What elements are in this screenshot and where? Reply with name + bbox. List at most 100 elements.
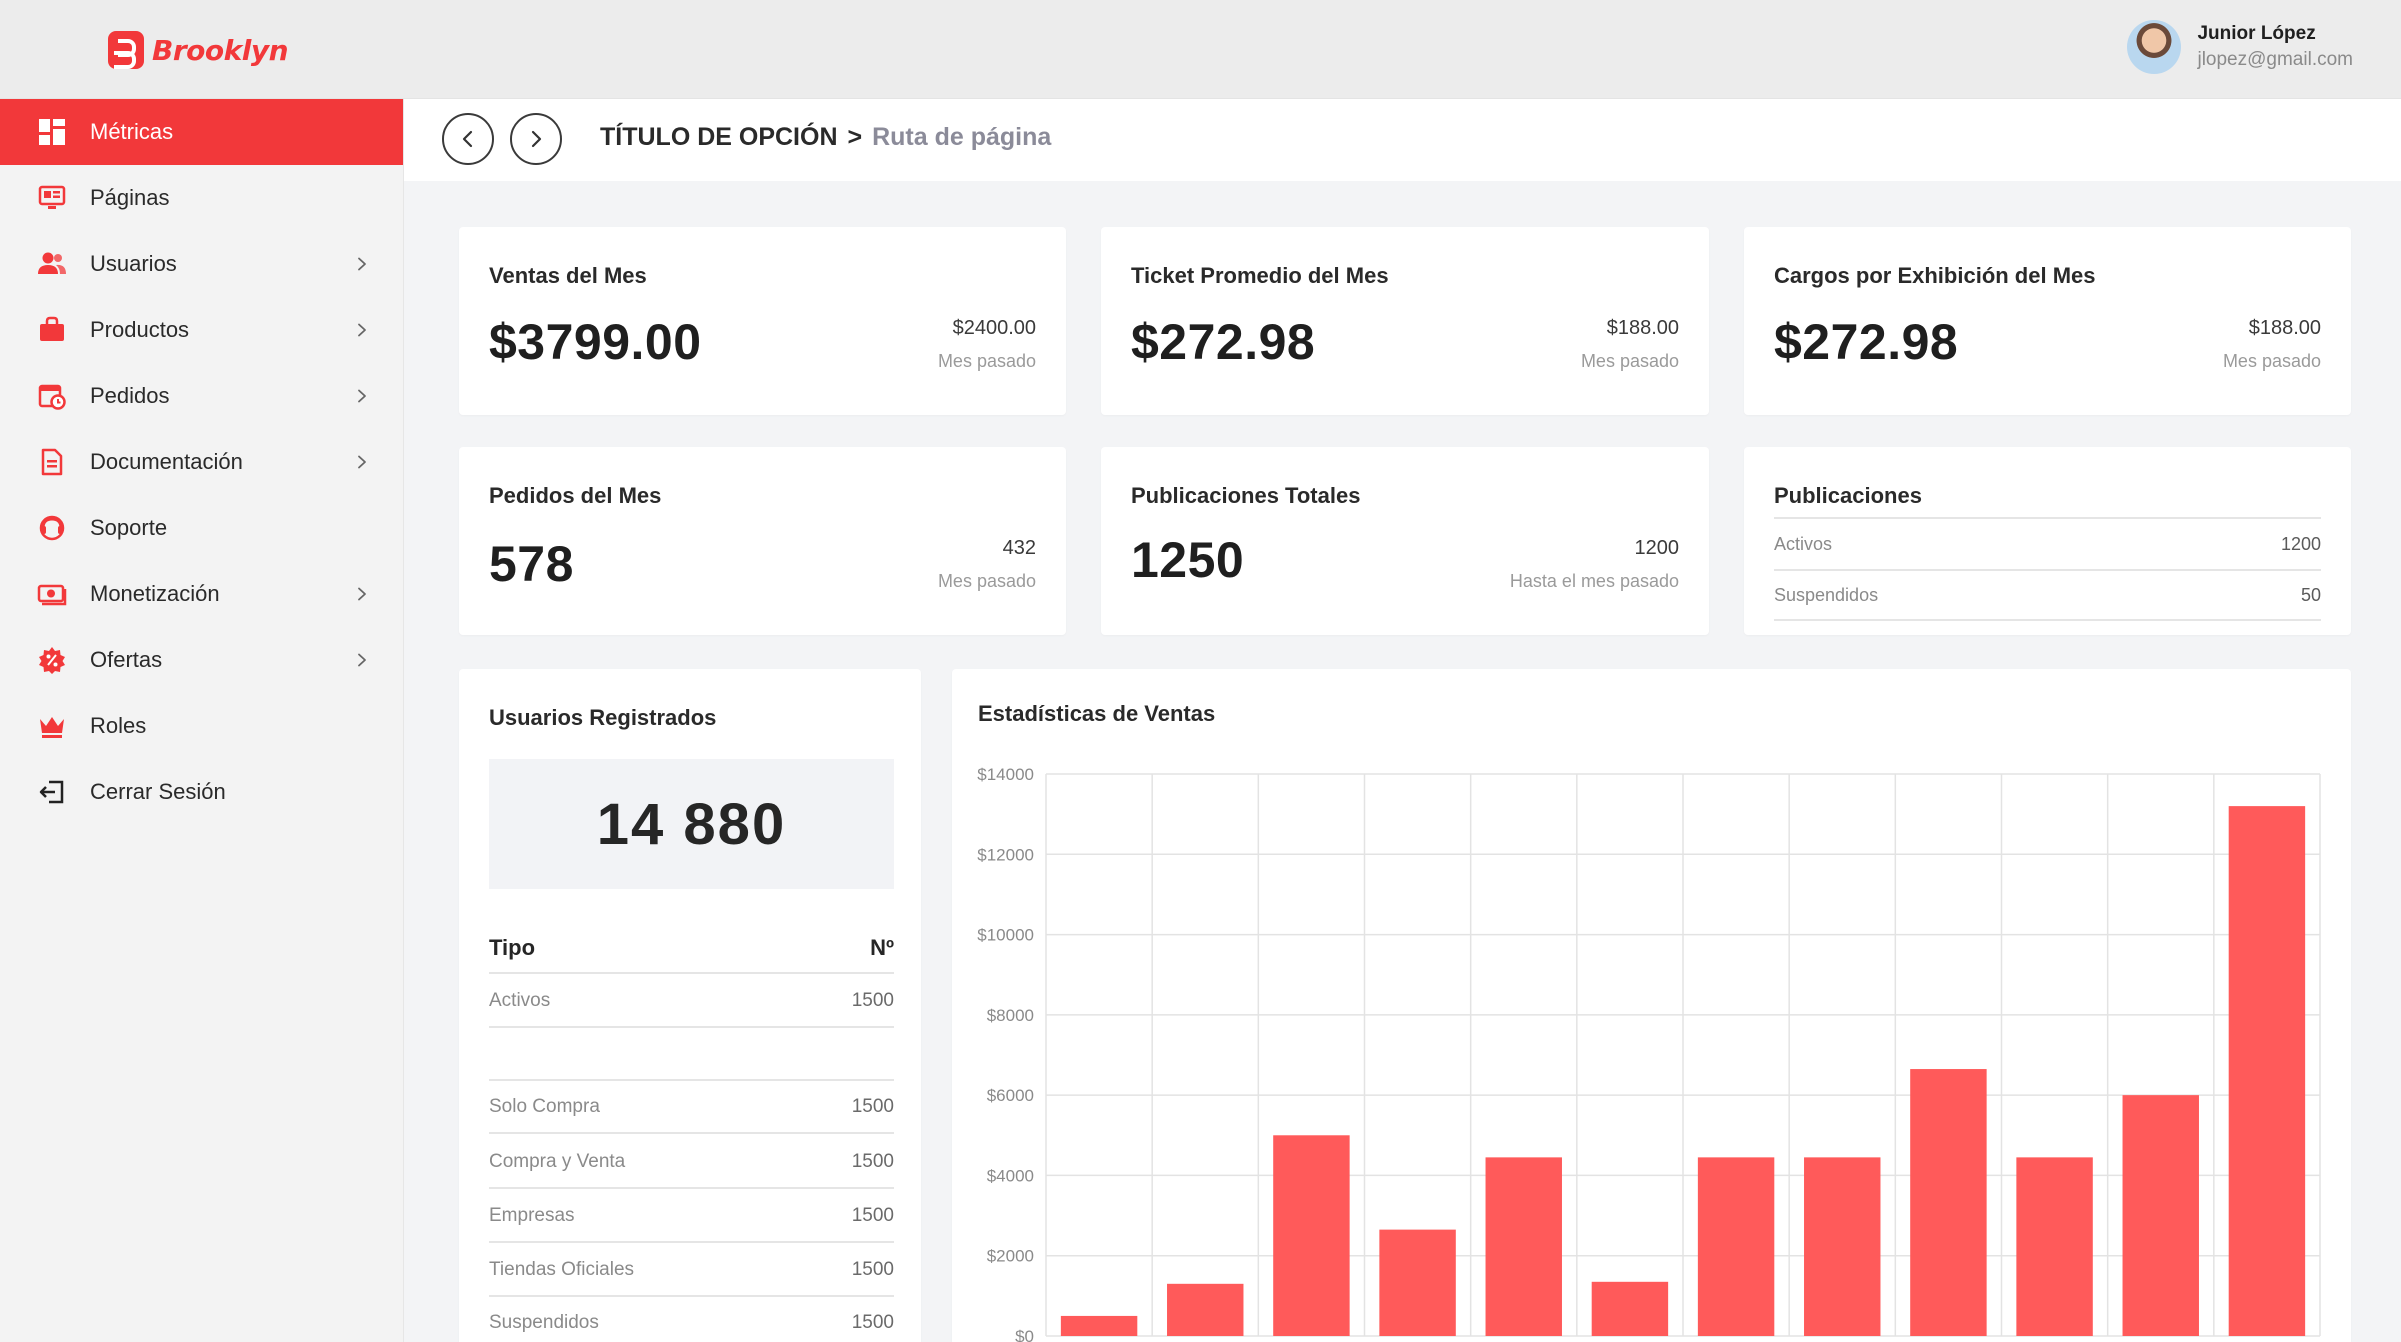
chevron-right-icon[interactable] — [349, 251, 375, 277]
card-previous-label: Mes pasado — [937, 571, 1036, 591]
back-button[interactable] — [442, 113, 494, 165]
bag-icon — [36, 314, 68, 346]
sidebar-item[interactable]: Pedidos — [0, 363, 403, 429]
money-icon — [36, 578, 68, 610]
chart-bar[interactable] — [1167, 1283, 1244, 1336]
y-tick-label: $6000 — [987, 1086, 1034, 1105]
table-cell-tipo: Solo Compra — [489, 1096, 600, 1117]
chart-title: Estadísticas de Ventas — [978, 701, 1216, 726]
table-cell-tipo: Compra y Venta — [489, 1151, 626, 1172]
sidebar: Métricas Páginas Usuarios Productos Pedidos D… — [0, 99, 404, 1342]
chevron-right-icon[interactable] — [349, 647, 375, 673]
card-previous-value: 432 — [1002, 537, 1036, 559]
card-title: Ventas del Mes — [489, 263, 647, 288]
brand-logo[interactable]: Brooklyn — [108, 30, 289, 70]
chart-bar[interactable] — [1591, 1281, 1669, 1336]
table-row: Solo Compra 1500 — [489, 1082, 894, 1134]
list-item-value: 50 — [2300, 584, 2321, 605]
table-row — [489, 1029, 894, 1081]
brand-name: Brooklyn — [152, 33, 289, 67]
breadcrumb-title[interactable]: TÍTULO DE OPCIÓN — [600, 123, 838, 151]
table-cell-number: 1500 — [851, 1312, 894, 1333]
chevron-right-icon[interactable] — [349, 383, 375, 409]
sidebar-item-label: Páginas — [90, 185, 170, 210]
sidebar-item-label: Cerrar Sesión — [90, 779, 226, 804]
sidebar-item-label: Usuarios — [90, 251, 177, 276]
sidebar-item[interactable]: Productos — [0, 297, 403, 363]
table-row: Suspendidos 1500 — [489, 1298, 894, 1342]
chart-bar[interactable] — [1910, 1069, 1987, 1336]
chart-bar[interactable] — [1060, 1315, 1138, 1336]
avatar[interactable] — [2127, 20, 2182, 74]
sidebar-item[interactable]: Documentación — [0, 429, 403, 495]
breadcrumb: TÍTULO DE OPCIÓN > Ruta de página — [600, 123, 1051, 152]
sidebar-item[interactable]: Ofertas — [0, 627, 403, 693]
card-cargos: Cargos por Exhibición del Mes $272.98 $1… — [1744, 227, 2351, 415]
y-tick-label: $4000 — [987, 1166, 1034, 1185]
chart-bar[interactable] — [2122, 1095, 2199, 1336]
card-previous-label: Mes pasado — [2222, 351, 2321, 371]
card-title: Ticket Promedio del Mes — [1131, 263, 1389, 288]
sidebar-item[interactable]: Monetización — [0, 561, 403, 627]
table-cell-tipo: Activos — [489, 990, 551, 1011]
discount-icon — [36, 644, 68, 676]
card-pedidos: Pedidos del Mes 578 432 Mes pasado — [459, 447, 1066, 635]
chart-bar[interactable] — [2228, 806, 2306, 1336]
chart-bar[interactable] — [2016, 1157, 2093, 1336]
user-email: jlopez@gmail.com — [2197, 49, 2353, 70]
sidebar-item[interactable]: Cerrar Sesión — [0, 759, 403, 825]
card-value: 578 — [489, 536, 574, 592]
sidebar-item[interactable]: Soporte — [0, 495, 403, 561]
chevron-right-icon[interactable] — [349, 449, 375, 475]
chart-bar[interactable] — [1697, 1157, 1775, 1336]
list-item-value: 1200 — [2280, 533, 2321, 554]
breadcrumb-path[interactable]: Ruta de página — [872, 123, 1052, 151]
column-header-number: Nº — [870, 935, 894, 960]
sidebar-item[interactable]: Páginas — [0, 165, 403, 231]
sidebar-item-label: Monetización — [90, 581, 220, 606]
table-row: Compra y Venta 1500 — [489, 1137, 894, 1189]
y-tick-label: $0 — [1015, 1327, 1034, 1342]
chart-bar[interactable] — [1379, 1229, 1456, 1336]
sidebar-item[interactable]: Métricas — [0, 99, 403, 165]
document-icon — [36, 446, 68, 478]
sidebar-item-label: Ofertas — [90, 647, 163, 672]
brand-logo-icon — [108, 31, 144, 69]
sidebar-item-label: Soporte — [90, 515, 168, 540]
card-publicaciones-totales: Publicaciones Totales 1250 1200 Hasta el… — [1101, 447, 1709, 635]
table-cell-number: 1500 — [851, 1205, 894, 1226]
y-tick-label: $12000 — [977, 845, 1034, 864]
top-bar: Brooklyn Junior López jlopez@gmail.com — [0, 0, 2401, 99]
table-cell-number: 1500 — [851, 990, 894, 1011]
forward-button[interactable] — [510, 113, 562, 165]
y-tick-label: $2000 — [987, 1247, 1034, 1266]
card-value: $3799.00 — [489, 314, 702, 370]
chart-bar[interactable] — [1804, 1157, 1881, 1336]
card-previous-label: Hasta el mes pasado — [1509, 571, 1679, 591]
card-ventas: Ventas del Mes $3799.00 $2400.00 Mes pas… — [459, 227, 1066, 415]
breadcrumb-separator: > — [847, 123, 863, 151]
chart-bar[interactable] — [1485, 1157, 1562, 1336]
table-row: Tiendas Oficiales 1500 — [489, 1245, 894, 1297]
table-header: Tipo Nº — [489, 924, 894, 974]
chevron-right-icon[interactable] — [349, 581, 375, 607]
user-profile[interactable]: Junior López jlopez@gmail.com — [2127, 20, 2353, 74]
card-title: Publicaciones Totales — [1131, 483, 1361, 508]
table-row: Activos 1500 — [489, 976, 894, 1028]
table-cell-number: 1500 — [851, 1259, 894, 1280]
card-value: $272.98 — [1774, 314, 1959, 370]
card-previous-label: Mes pasado — [1580, 351, 1679, 371]
sidebar-item-label: Productos — [90, 317, 190, 342]
sidebar-item[interactable]: Roles — [0, 693, 403, 759]
chart-bar[interactable] — [1273, 1135, 1350, 1336]
users-icon — [36, 248, 68, 280]
sidebar-item[interactable]: Usuarios — [0, 231, 403, 297]
chevron-right-icon[interactable] — [349, 317, 375, 343]
sidebar-item-label: Pedidos — [90, 383, 170, 408]
card-usuarios: Usuarios Registrados 14 880 Tipo Nº Acti… — [459, 669, 921, 1342]
user-name: Junior López — [2197, 23, 2316, 44]
chevron-right-icon — [531, 130, 542, 148]
list-item: Activos 1200 — [1774, 517, 2321, 569]
sidebar-item-label: Documentación — [90, 449, 243, 474]
card-value: $272.98 — [1131, 314, 1316, 370]
